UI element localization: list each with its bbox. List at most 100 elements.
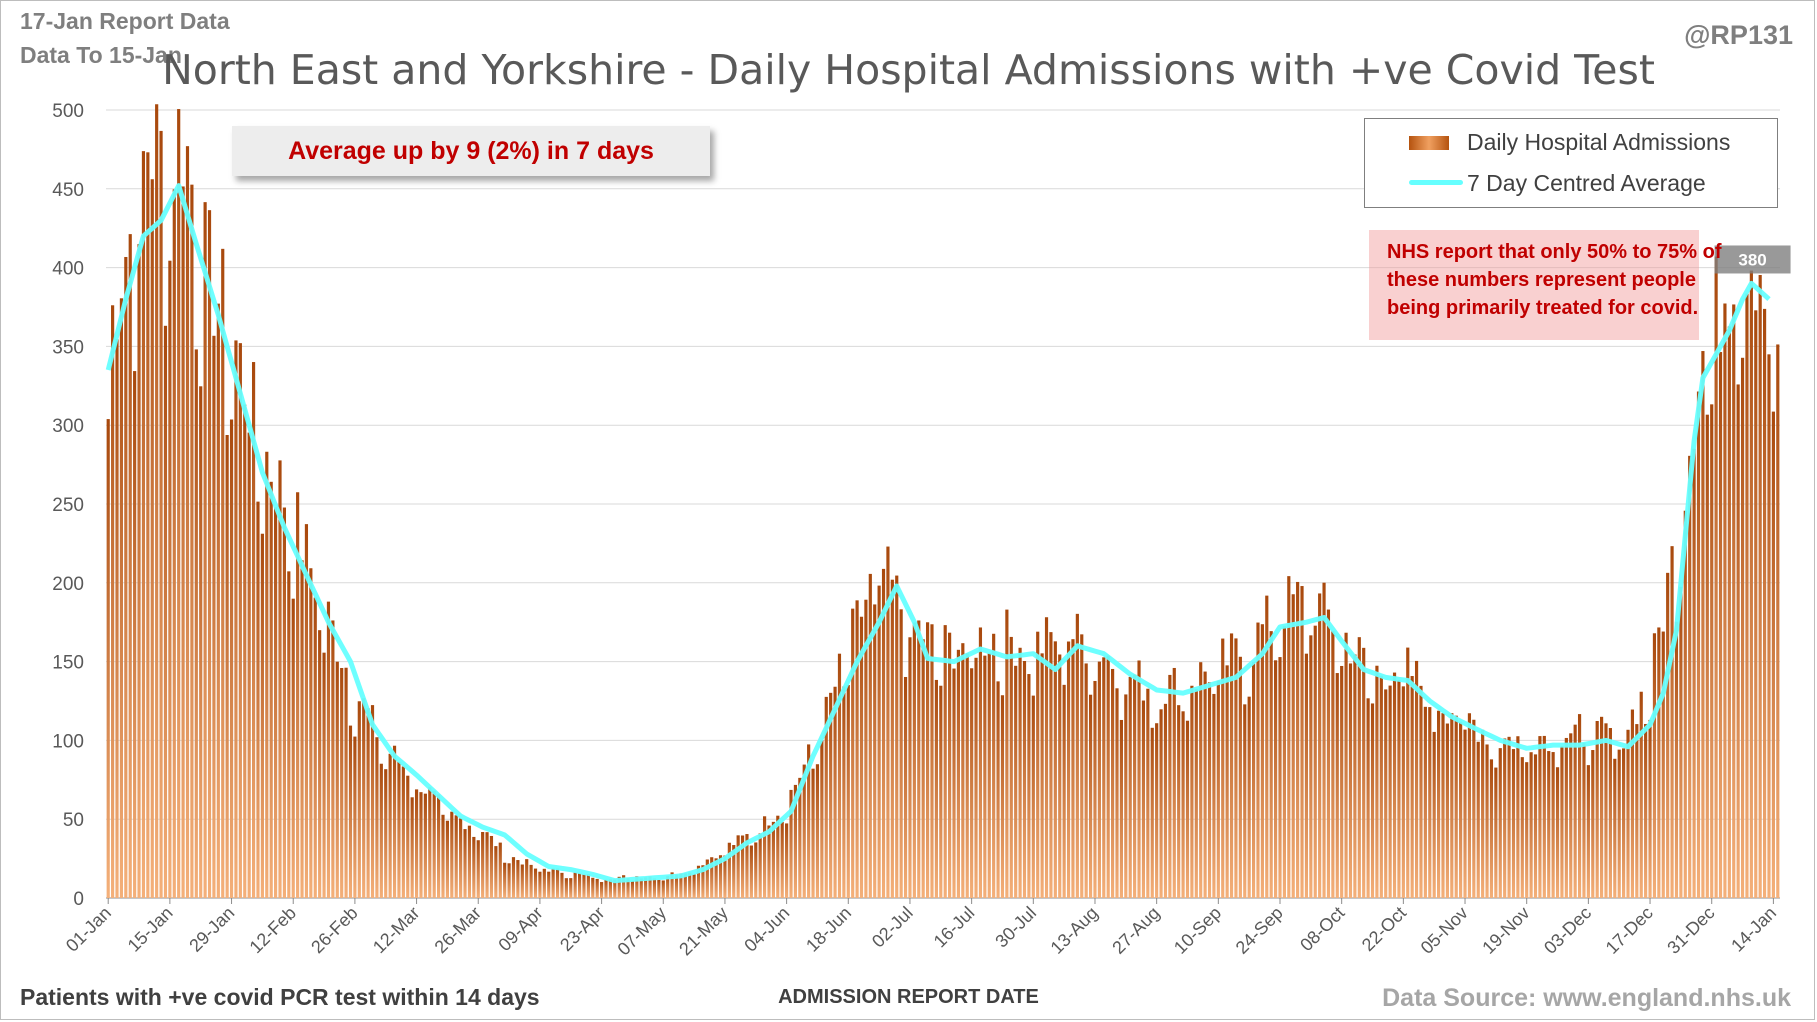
x-tick-label: 07-May (614, 903, 671, 960)
admission-bar (225, 434, 229, 898)
admission-bar (1476, 741, 1480, 898)
admission-bar (111, 305, 115, 898)
admission-bar (785, 823, 789, 898)
admission-bar (137, 244, 141, 898)
admission-bar (956, 649, 961, 898)
x-tick-label: 02-Jul (868, 903, 917, 952)
admission-bar (657, 879, 661, 898)
y-tick-label: 400 (52, 259, 84, 280)
x-tick-label: 12-Feb (246, 903, 300, 957)
admission-bar (1688, 455, 1692, 898)
admission-bar (1454, 715, 1458, 898)
x-tick-label: 17-Dec (1602, 903, 1657, 958)
data-labels: 380 (1714, 245, 1791, 274)
admission-bar (560, 872, 564, 898)
y-tick-label: 500 (52, 101, 84, 122)
admission-bar (410, 797, 414, 898)
admission-bar (326, 601, 331, 898)
admission-bar (868, 573, 872, 898)
admission-bar (212, 335, 216, 899)
admission-bar (309, 568, 313, 898)
admission-bar (1630, 709, 1635, 898)
legend-line-swatch (1409, 180, 1463, 185)
admission-bar (1520, 757, 1524, 898)
admission-bar (1586, 765, 1590, 898)
admission-bar (1282, 626, 1286, 898)
admission-bar (1397, 680, 1401, 898)
admission-bar (899, 609, 903, 898)
admission-bar (1551, 752, 1555, 898)
admission-bar (388, 753, 392, 898)
admission-bar (362, 698, 366, 898)
admission-bar (1529, 752, 1533, 898)
admission-bar (229, 419, 234, 898)
admission-bar (701, 865, 705, 898)
admission-bar (106, 419, 110, 898)
legend: Daily Hospital Admissions 7 Day Centred … (1364, 118, 1778, 208)
admission-bar (1710, 404, 1714, 898)
admission-bar (1322, 582, 1326, 898)
y-tick-label: 100 (52, 731, 84, 752)
admission-bar (1622, 748, 1626, 898)
y-tick-label: 0 (73, 889, 84, 910)
admission-bar (1577, 714, 1582, 898)
x-tick-label: 03-Dec (1540, 903, 1595, 958)
admission-bar (1406, 647, 1410, 898)
admission-bar (983, 655, 987, 898)
admission-bar (974, 657, 978, 898)
admission-bar (1459, 721, 1463, 898)
admission-bar (582, 874, 586, 898)
admission-bar (533, 868, 538, 898)
admission-bar (296, 492, 300, 898)
admission-bar (1767, 354, 1771, 898)
admission-bar (1066, 641, 1071, 898)
admission-bar (119, 298, 124, 898)
admission-bar (820, 740, 824, 898)
admission-bar (1423, 706, 1427, 898)
admission-bar (1044, 617, 1049, 898)
admission-bar (1414, 660, 1419, 898)
admission-bar (199, 386, 203, 898)
admission-bar (494, 846, 498, 898)
admission-bar (1194, 688, 1198, 898)
admission-bar (600, 882, 604, 898)
x-tick-label: 08-Oct (1296, 903, 1348, 955)
x-tick-label: 13-Aug (1047, 903, 1102, 958)
admission-bar (1088, 694, 1093, 898)
admission-bar (1190, 685, 1194, 898)
x-tick-label: 27-Aug (1108, 903, 1163, 958)
admission-bar (710, 857, 714, 898)
admission-bar (1485, 744, 1489, 898)
admission-bar (930, 624, 934, 898)
admission-bar (692, 874, 696, 898)
admission-bar (965, 653, 969, 898)
admission-bar (1265, 595, 1269, 898)
admission-bar (569, 878, 573, 898)
admission-bar (1718, 352, 1723, 898)
admission-bar (1573, 724, 1577, 898)
admission-bar (1635, 724, 1639, 898)
admission-bar (1613, 758, 1617, 898)
admission-bar (648, 876, 652, 898)
admission-bar (511, 857, 516, 898)
admission-bar (128, 234, 132, 898)
admission-bar (771, 821, 775, 898)
admission-bar (344, 667, 348, 898)
admission-bar (414, 789, 419, 898)
admission-bar (450, 811, 454, 898)
admission-bar (1177, 705, 1181, 898)
admission-bar (1657, 627, 1661, 898)
y-tick-label: 150 (52, 653, 84, 674)
admission-bar (921, 639, 925, 898)
admission-bar (287, 571, 291, 898)
admission-bar (630, 880, 635, 898)
admission-bar (1503, 738, 1507, 898)
admission-bar (635, 876, 639, 898)
admission-bar (824, 696, 828, 898)
admission-bar (1450, 713, 1454, 898)
admission-bar (498, 842, 502, 898)
admission-bar (1639, 691, 1643, 898)
admission-bar (1494, 767, 1498, 898)
admission-bar (996, 681, 1000, 898)
admission-bar (622, 875, 626, 898)
